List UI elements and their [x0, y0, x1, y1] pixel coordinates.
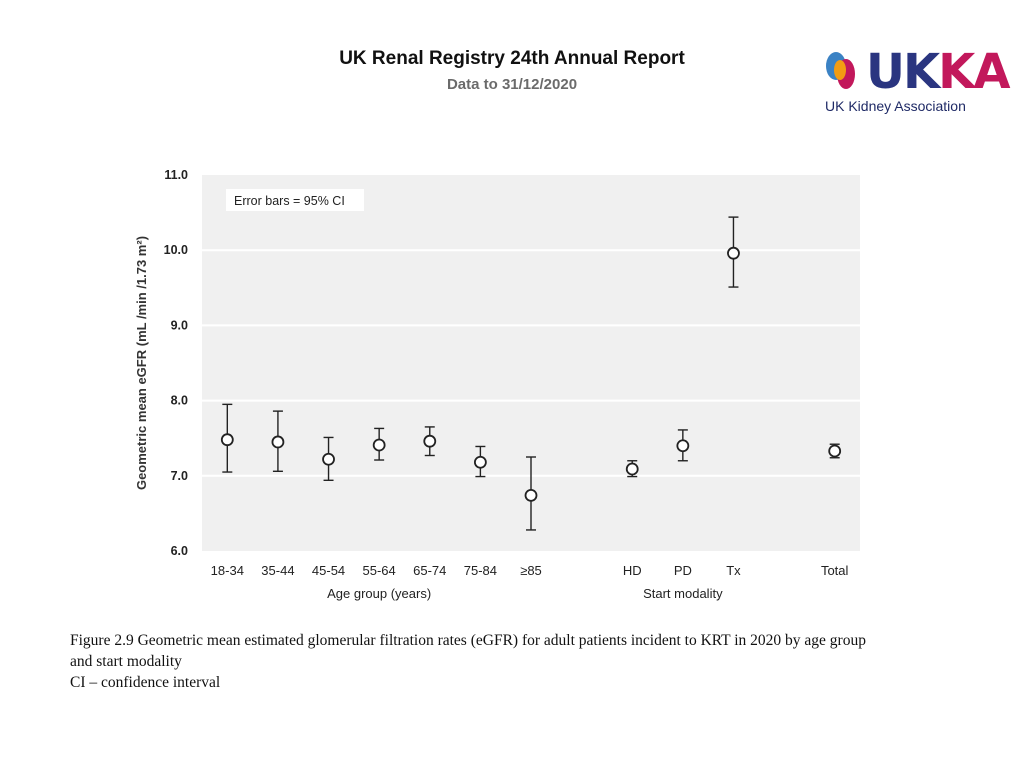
annotation-text: Error bars = 95% CI [234, 194, 345, 208]
y-tick-label: 9.0 [171, 318, 188, 332]
y-tick-label: 6.0 [171, 544, 188, 558]
figure-caption: Figure 2.9 Geometric mean estimated glom… [70, 630, 970, 693]
annotation-box [226, 189, 364, 211]
x-tick-label: HD [623, 563, 642, 578]
data-point [676, 439, 690, 453]
x-tick-label: 55-64 [363, 563, 396, 578]
kidney-logo-icon [826, 52, 855, 89]
y-tick-label: 10.0 [164, 243, 188, 257]
data-point [524, 488, 538, 502]
x-tick-label: 75-84 [464, 563, 497, 578]
data-point [727, 246, 740, 260]
x-tick-label: PD [674, 563, 692, 578]
caption-line-1: Figure 2.9 Geometric mean estimated glom… [70, 632, 866, 649]
data-point [220, 433, 234, 447]
x-tick-label: 35-44 [261, 563, 294, 578]
data-point [625, 462, 639, 476]
data-point [473, 455, 487, 469]
x-group-label: Start modality [643, 586, 723, 601]
caption-line-3: CI – confidence interval [70, 674, 221, 691]
data-point [423, 434, 437, 448]
x-tick-label: Total [821, 563, 849, 578]
data-point [828, 444, 842, 458]
x-group-label: Age group (years) [327, 586, 431, 601]
x-tick-label: 65-74 [413, 563, 446, 578]
y-tick-label: 7.0 [171, 469, 188, 483]
page-title: UK Renal Registry 24th Annual Report [339, 48, 685, 69]
x-tick-label: ≥85 [520, 563, 542, 578]
egfr-chart: 6.0 7.0 8.0 9.0 10.0 11.0 Geometric mean eGFR … [134, 168, 860, 601]
data-point [372, 438, 386, 452]
logo-wordmark-uk: UK [866, 44, 940, 100]
logo-wordmark: UKKA [866, 44, 1011, 100]
y-tick-label: 8.0 [171, 394, 188, 408]
x-tick-label: 18-34 [211, 563, 244, 578]
y-tick-label: 11.0 [164, 168, 188, 182]
ukka-logo: UKKA UK Kidney Association [824, 44, 1011, 120]
logo-wordmark-ka: KA [938, 44, 1010, 100]
page-subtitle: Data to 31/12/2020 [446, 76, 578, 93]
logo-subtext: UK Kidney Association [825, 98, 966, 114]
x-tick-label: 45-54 [312, 563, 345, 578]
caption-line-2: and start modality [70, 653, 182, 670]
data-point [322, 452, 335, 466]
x-tick-label: Tx [726, 563, 741, 578]
y-axis-label: Geometric mean eGFR (mL /min /1.73 m²) [134, 236, 149, 490]
data-point [271, 435, 285, 449]
